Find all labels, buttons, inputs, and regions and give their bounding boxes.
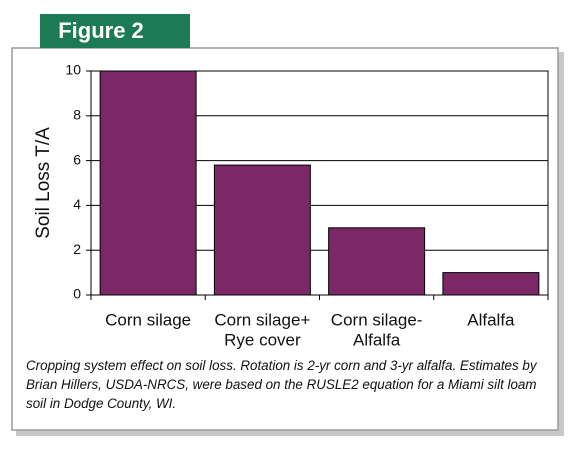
y-tick-label: 2 bbox=[73, 241, 81, 257]
y-axis-label: Soil Loss T/A bbox=[33, 127, 54, 239]
x-tick-label: Rye cover bbox=[224, 330, 301, 349]
y-tick-label: 8 bbox=[73, 107, 81, 123]
figure-tab bbox=[40, 14, 190, 48]
bar bbox=[442, 272, 540, 296]
caption: Cropping system effect on soil loss. Rot… bbox=[26, 358, 537, 411]
bar bbox=[328, 227, 426, 296]
y-tick-label: 0 bbox=[73, 286, 81, 302]
figure-label: Figure 2 bbox=[58, 18, 144, 43]
x-tick-label: Corn silage- bbox=[331, 310, 423, 329]
x-tick-label: Corn silage+ bbox=[214, 310, 310, 329]
y-tick-label: 6 bbox=[73, 151, 81, 167]
x-tick-label: Corn silage bbox=[105, 310, 191, 329]
y-tick-label: 10 bbox=[65, 62, 81, 78]
bar bbox=[213, 164, 311, 296]
x-tick-label: Alfalfa bbox=[353, 330, 401, 349]
x-tick-label: Alfalfa bbox=[467, 310, 515, 329]
bar bbox=[99, 70, 197, 296]
y-tick-label: 4 bbox=[73, 196, 81, 212]
